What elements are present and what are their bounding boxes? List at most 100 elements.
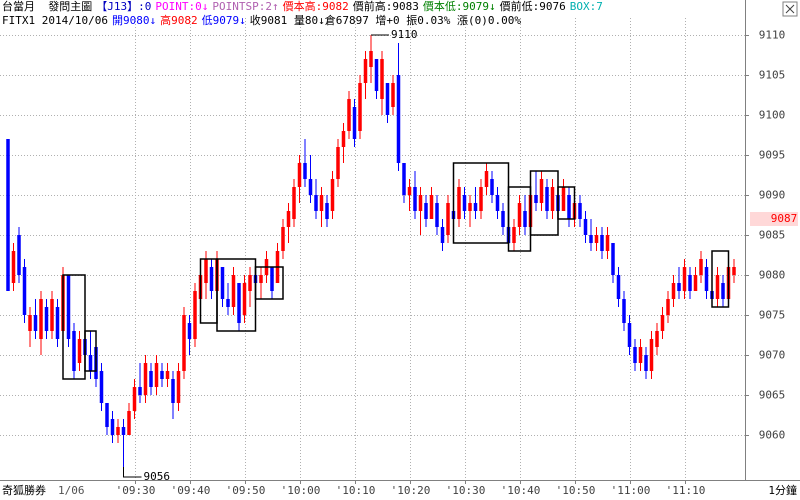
header-item: 【J13】:0 (96, 0, 152, 13)
candle-body (121, 427, 126, 435)
x-tick-label: '10:30 (446, 484, 486, 497)
y-tick-label: 9080 (759, 269, 786, 282)
y-tick-label: 9100 (759, 109, 786, 122)
candle-body (127, 411, 131, 435)
candle-body (660, 315, 665, 331)
y-tick-label: 9065 (759, 389, 786, 402)
header-item: 台當月 發問主圖 (2, 0, 93, 13)
candle-body (682, 267, 687, 291)
candle-body (418, 195, 423, 211)
candle-body (495, 195, 500, 211)
header-item: POINTSP:2↑ (212, 0, 279, 13)
y-tick-label: 9070 (759, 349, 786, 362)
candle-body (319, 195, 324, 211)
annotation-label: 9056 (144, 470, 171, 483)
candle-body (143, 363, 148, 395)
candle-body (545, 187, 549, 211)
box (84, 330, 97, 372)
candle-body (292, 187, 296, 219)
y-tick-label: 9085 (759, 229, 786, 242)
x-tick-label: '09:50 (226, 484, 266, 497)
candle-body (259, 275, 263, 283)
candle-body (39, 299, 43, 339)
period: 1分鐘 (768, 483, 797, 497)
candle-body (561, 187, 566, 211)
candle-body (468, 203, 472, 211)
candle-body (330, 179, 335, 211)
candle-body (182, 315, 186, 371)
candle-body (209, 267, 214, 291)
last-price-box (750, 212, 798, 226)
y-tick-label: 9060 (759, 429, 786, 442)
candle-body (314, 195, 318, 211)
candle-body (677, 283, 681, 291)
candle-body (187, 323, 192, 339)
candle-body (429, 195, 434, 219)
candle-body (77, 339, 82, 363)
header-item: POINT:0↓ (155, 0, 209, 13)
candle-body (721, 283, 725, 299)
header-item: FITX1 2014/10/06 (2, 14, 108, 27)
candle-body (226, 299, 230, 307)
candle-body (616, 275, 621, 299)
x-tick-label: '10:00 (281, 484, 321, 497)
candle-body (160, 371, 164, 379)
candle-body (347, 99, 351, 131)
candle-body (358, 83, 362, 131)
candle-body (165, 371, 170, 379)
candle-body (325, 203, 329, 219)
y-tick-label: 9105 (759, 69, 786, 82)
candle-body (446, 203, 450, 235)
box (557, 186, 576, 220)
candle-body (512, 227, 516, 243)
candle-body (567, 195, 571, 219)
header-item: 價本低:9079↓ (422, 0, 496, 13)
x-tick-label: '10:40 (501, 484, 541, 497)
candle-body (671, 283, 676, 299)
candle-body (281, 227, 285, 251)
date-label: 1/06 (58, 484, 85, 497)
candle-body (440, 227, 445, 243)
candle-body (363, 59, 368, 83)
y-tick-label: 9095 (759, 149, 786, 162)
candle-body (380, 59, 384, 99)
candle-body (28, 315, 32, 331)
close-icon (785, 4, 795, 14)
candle-body (704, 267, 709, 291)
candle-body (132, 387, 137, 411)
candle-body (501, 211, 505, 227)
header-item: 價本高:9082 (282, 0, 349, 13)
candle-body (110, 419, 115, 435)
candle-body (391, 83, 395, 107)
candle-body (72, 331, 76, 371)
y-tick-label: 9090 (759, 189, 786, 202)
header-item: 開9080↓ (111, 14, 157, 27)
candle-body (578, 203, 582, 219)
candle-body (11, 251, 16, 283)
header-line: FITX1 2014/10/06 開9080↓ 高9082 低9079↓ 收9081 量… (2, 14, 525, 28)
candle-body (105, 403, 109, 427)
header-item: BOX:7 (569, 0, 603, 13)
candle-body (138, 387, 142, 395)
candle-body (649, 339, 654, 371)
box (254, 266, 284, 300)
candle-body (655, 331, 659, 347)
candle-body (457, 187, 461, 219)
candle-body (336, 147, 340, 179)
candle-body (396, 75, 401, 163)
candle-body (407, 187, 412, 195)
candle-body (644, 355, 648, 371)
x-tick-label: '10:10 (336, 484, 376, 497)
header-item: 低9079↓ (201, 14, 246, 27)
y-tick-label: 9110 (759, 29, 786, 42)
annotation-label: 9110 (391, 28, 418, 41)
header-item: 高9082 (160, 14, 198, 27)
candle-body (55, 307, 60, 339)
candle-body (237, 283, 241, 323)
candle-body (297, 163, 302, 187)
x-tick-label: '09:30 (116, 484, 156, 497)
candle-body (88, 355, 93, 371)
candle-body (231, 275, 236, 307)
header-item: 收9081 量80↓倉67897 增+0 振0.03% 漲(0)0.00% (249, 14, 522, 27)
